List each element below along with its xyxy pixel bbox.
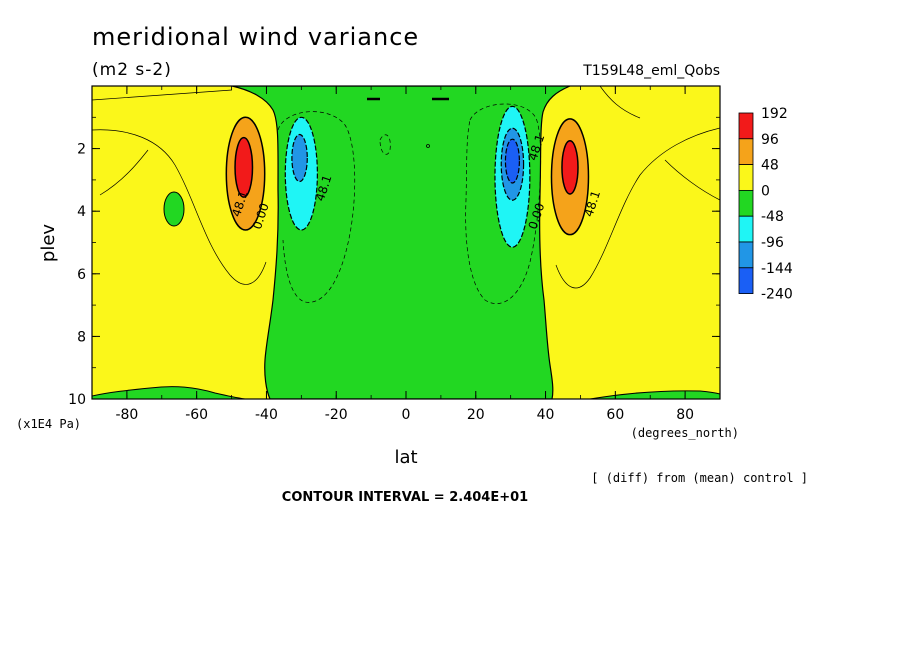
diff-annotation: [ (diff) from (mean) control ] bbox=[591, 471, 808, 485]
plot-area bbox=[92, 86, 720, 399]
y-tick-label: 8 bbox=[77, 329, 86, 345]
x-axis: -80 -60 -40 -20 0 20 40 60 80 bbox=[91, 86, 721, 423]
colorbar-swatch bbox=[738, 241, 754, 269]
colorbar-swatch bbox=[738, 164, 754, 191]
y-tick-label: 6 bbox=[77, 267, 86, 283]
x-tick-label: -80 bbox=[115, 407, 138, 423]
chart-title: meridional wind variance bbox=[92, 23, 419, 51]
small-negative-island bbox=[163, 191, 185, 227]
chart-units: (m2 s-2) bbox=[92, 60, 172, 80]
x-tick-label: 0 bbox=[402, 407, 411, 423]
y-axis-units: (x1E4 Pa) bbox=[16, 417, 81, 431]
positive-max-south bbox=[234, 136, 254, 198]
colorbar-swatch bbox=[738, 189, 754, 217]
experiment-label: T159L48_eml_Qobs bbox=[582, 63, 720, 79]
colorbar-label: -144 bbox=[761, 261, 793, 277]
colorbar-label: 48 bbox=[761, 158, 779, 174]
x-tick-label: 20 bbox=[467, 407, 485, 423]
colorbar-swatch bbox=[738, 215, 754, 243]
y-axis-label: plev bbox=[38, 224, 59, 263]
colorbar-swatch bbox=[738, 138, 754, 166]
colorbar-swatch bbox=[738, 267, 754, 294]
x-axis-units: (degrees_north) bbox=[631, 426, 739, 440]
y-tick-label: 2 bbox=[77, 142, 86, 158]
x-tick-label: -60 bbox=[185, 407, 208, 423]
bottom-negative-strip-north bbox=[589, 390, 720, 399]
colorbar: 192 96 48 0 -48 -96 -144 -240 bbox=[738, 106, 793, 303]
colorbar-label: 96 bbox=[761, 132, 779, 148]
x-tick-label: -40 bbox=[255, 407, 278, 423]
y-tick-label: 4 bbox=[77, 204, 86, 220]
colorbar-label: 192 bbox=[761, 106, 788, 122]
thin-contours bbox=[92, 86, 720, 289]
colorbar-label: -96 bbox=[761, 235, 784, 251]
top-edge-marks bbox=[367, 97, 449, 148]
x-tick-label: 60 bbox=[606, 407, 624, 423]
colorbar-label: -48 bbox=[761, 209, 784, 225]
y-axis: 2 4 6 8 10 bbox=[68, 116, 720, 408]
x-axis-label: lat bbox=[394, 447, 417, 468]
bottom-negative-strip-south bbox=[92, 386, 246, 399]
negative-max-north bbox=[504, 138, 520, 184]
x-tick-label: 80 bbox=[676, 407, 694, 423]
positive-max-north bbox=[561, 140, 579, 195]
x-tick-label: -20 bbox=[325, 407, 348, 423]
colorbar-swatch bbox=[738, 112, 754, 140]
contour-interval: CONTOUR INTERVAL = 2.404E+01 bbox=[282, 490, 528, 505]
negative-core-south bbox=[291, 133, 308, 183]
dashed-contours bbox=[277, 103, 542, 304]
x-tick-label: 40 bbox=[537, 407, 555, 423]
anomaly-regions bbox=[225, 105, 590, 248]
colorbar-label: 0 bbox=[761, 183, 770, 199]
colorbar-label: -240 bbox=[761, 287, 793, 303]
y-tick-label: 10 bbox=[68, 392, 86, 408]
